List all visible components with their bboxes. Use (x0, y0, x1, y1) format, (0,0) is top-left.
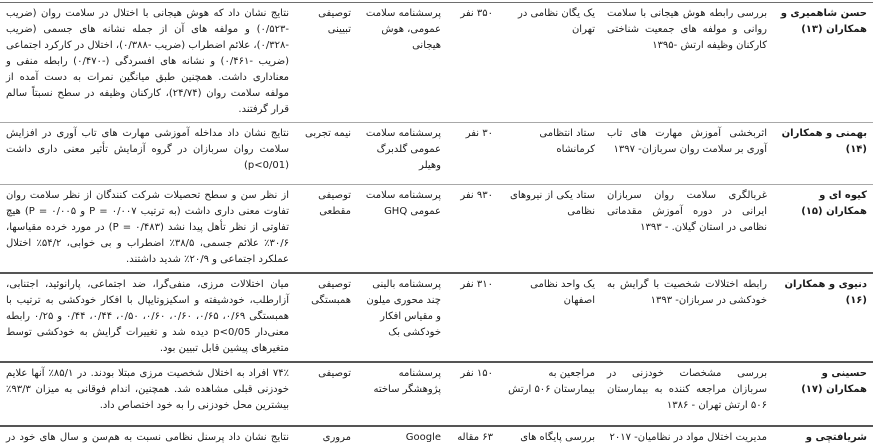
study-title-cell: بررسی مشخصات خودزنی در سربازان مراجعه کن… (601, 362, 773, 427)
instrument-cell: پرسشنامه پژوهشگر ساخته (357, 362, 447, 427)
method-cell: توصیفی مقطعی (295, 184, 357, 274)
table-row: بهمنی و همکاران (۱۴) اثربخشی آموزش مهارت… (0, 122, 873, 185)
method-cell: مروری (322, 432, 351, 443)
sample-size-cell: ۱۵۰ نفر (447, 362, 499, 427)
results-cell: ۷۴٪ افراد به اختلال شخصیت مرزی مبتلا بود… (0, 362, 295, 427)
population-cell: ستاد یکی از نیروهای نظامی (499, 184, 601, 274)
method-cell: توصیفی همبستگی (295, 273, 357, 363)
results-cell: نتایج نشان داد که هوش هیجانی با اختلال د… (0, 2, 295, 123)
table-row: حسن شاهمیری و همکاران (۱۳) بررسی رابطه ه… (0, 2, 873, 123)
results-cell: از نظر سن و سطح تحصیلات شرکت کنندگان از … (0, 184, 295, 274)
population-cell: یک واحد نظامی اصفهان (499, 273, 601, 363)
study-title-cell: مدیریت اختلال مواد در نظامیان- ۲۰۱۷ (609, 432, 767, 443)
author-cell: کیوه ای و همکاران (۱۵) (773, 184, 873, 274)
results-cell: نتایج نشان داد مداخله آموزشی مهارت های ت… (0, 122, 295, 185)
author-cell: دنیوی و همکاران (۱۶) (773, 273, 873, 363)
author-cell: شریافتچی و همکاران(۱۸) (805, 432, 867, 443)
population-cell: بررسی پایگاه های داده‌ای (520, 432, 595, 443)
instrument-cell: پرسشنامه سلامت عمومی، هوش هیجانی (357, 2, 447, 123)
sample-size-cell: ۳۱۰ نفر (447, 273, 499, 363)
method-cell: نیمه تجربی (295, 122, 357, 185)
study-title-cell: بررسی رابطه هوش هیجانی با سلامت روانی و … (601, 2, 773, 123)
sample-size-cell: ۶۳ مقاله (457, 432, 493, 443)
table-row: حسینی و همکاران (۱۷) بررسی مشخصات خودزنی… (0, 362, 873, 427)
population-cell: مراجعین به بیمارستان ۵۰۶ ارتش (499, 362, 601, 427)
study-title-cell: اثربخشی آموزش مهارت های تاب آوری بر سلام… (601, 122, 773, 185)
table-row: دنیوی و همکاران (۱۶) رابطه اختلالات شخصی… (0, 273, 873, 363)
method-cell: توصیفی (295, 362, 357, 427)
table-row: شریافتچی و همکاران(۱۸) مدیریت اختلال موا… (0, 426, 873, 443)
instrument-cell: Google Scholar، SID.Magiran، (405, 432, 441, 443)
instrument-cell: پرسشنامه سلامت عمومی گلدبرگ وهیلر (357, 122, 447, 185)
instrument-cell: پرسشنامه سلامت عمومی GHQ (357, 184, 447, 274)
results-cell: نتایج نشان داد پرسنل نظامی نسبت به هم‌سن… (6, 432, 289, 443)
sample-size-cell: ۹۳۰ نفر (447, 184, 499, 274)
study-title-cell: رابطه اختلالات شخصیت با گرایش به خودکشی … (601, 273, 773, 363)
author-cell: حسینی و همکاران (۱۷) (773, 362, 873, 427)
author-cell: بهمنی و همکاران (۱۴) (773, 122, 873, 185)
population-cell: ستاد انتظامی کرمانشاه (499, 122, 601, 185)
population-cell: یک یگان نظامی در تهران (499, 2, 601, 123)
author-cell: حسن شاهمیری و همکاران (۱۳) (773, 2, 873, 123)
table-row: کیوه ای و همکاران (۱۵) غربالگری سلامت رو… (0, 184, 873, 274)
instrument-cell: پرسشنامه بالینی چند محوری میلون و مقیاس … (357, 273, 447, 363)
method-cell: توصیفی تبیینی (295, 2, 357, 123)
sample-size-cell: ۳۰ نفر (447, 122, 499, 185)
sample-size-cell: ۳۵۰ نفر (447, 2, 499, 123)
results-cell: میان اختلالات مرزی، منفی‌گرا، ضد اجتماعی… (0, 273, 295, 363)
study-title-cell: غربالگری سلامت روان سربازان ایرانی در دو… (601, 184, 773, 274)
